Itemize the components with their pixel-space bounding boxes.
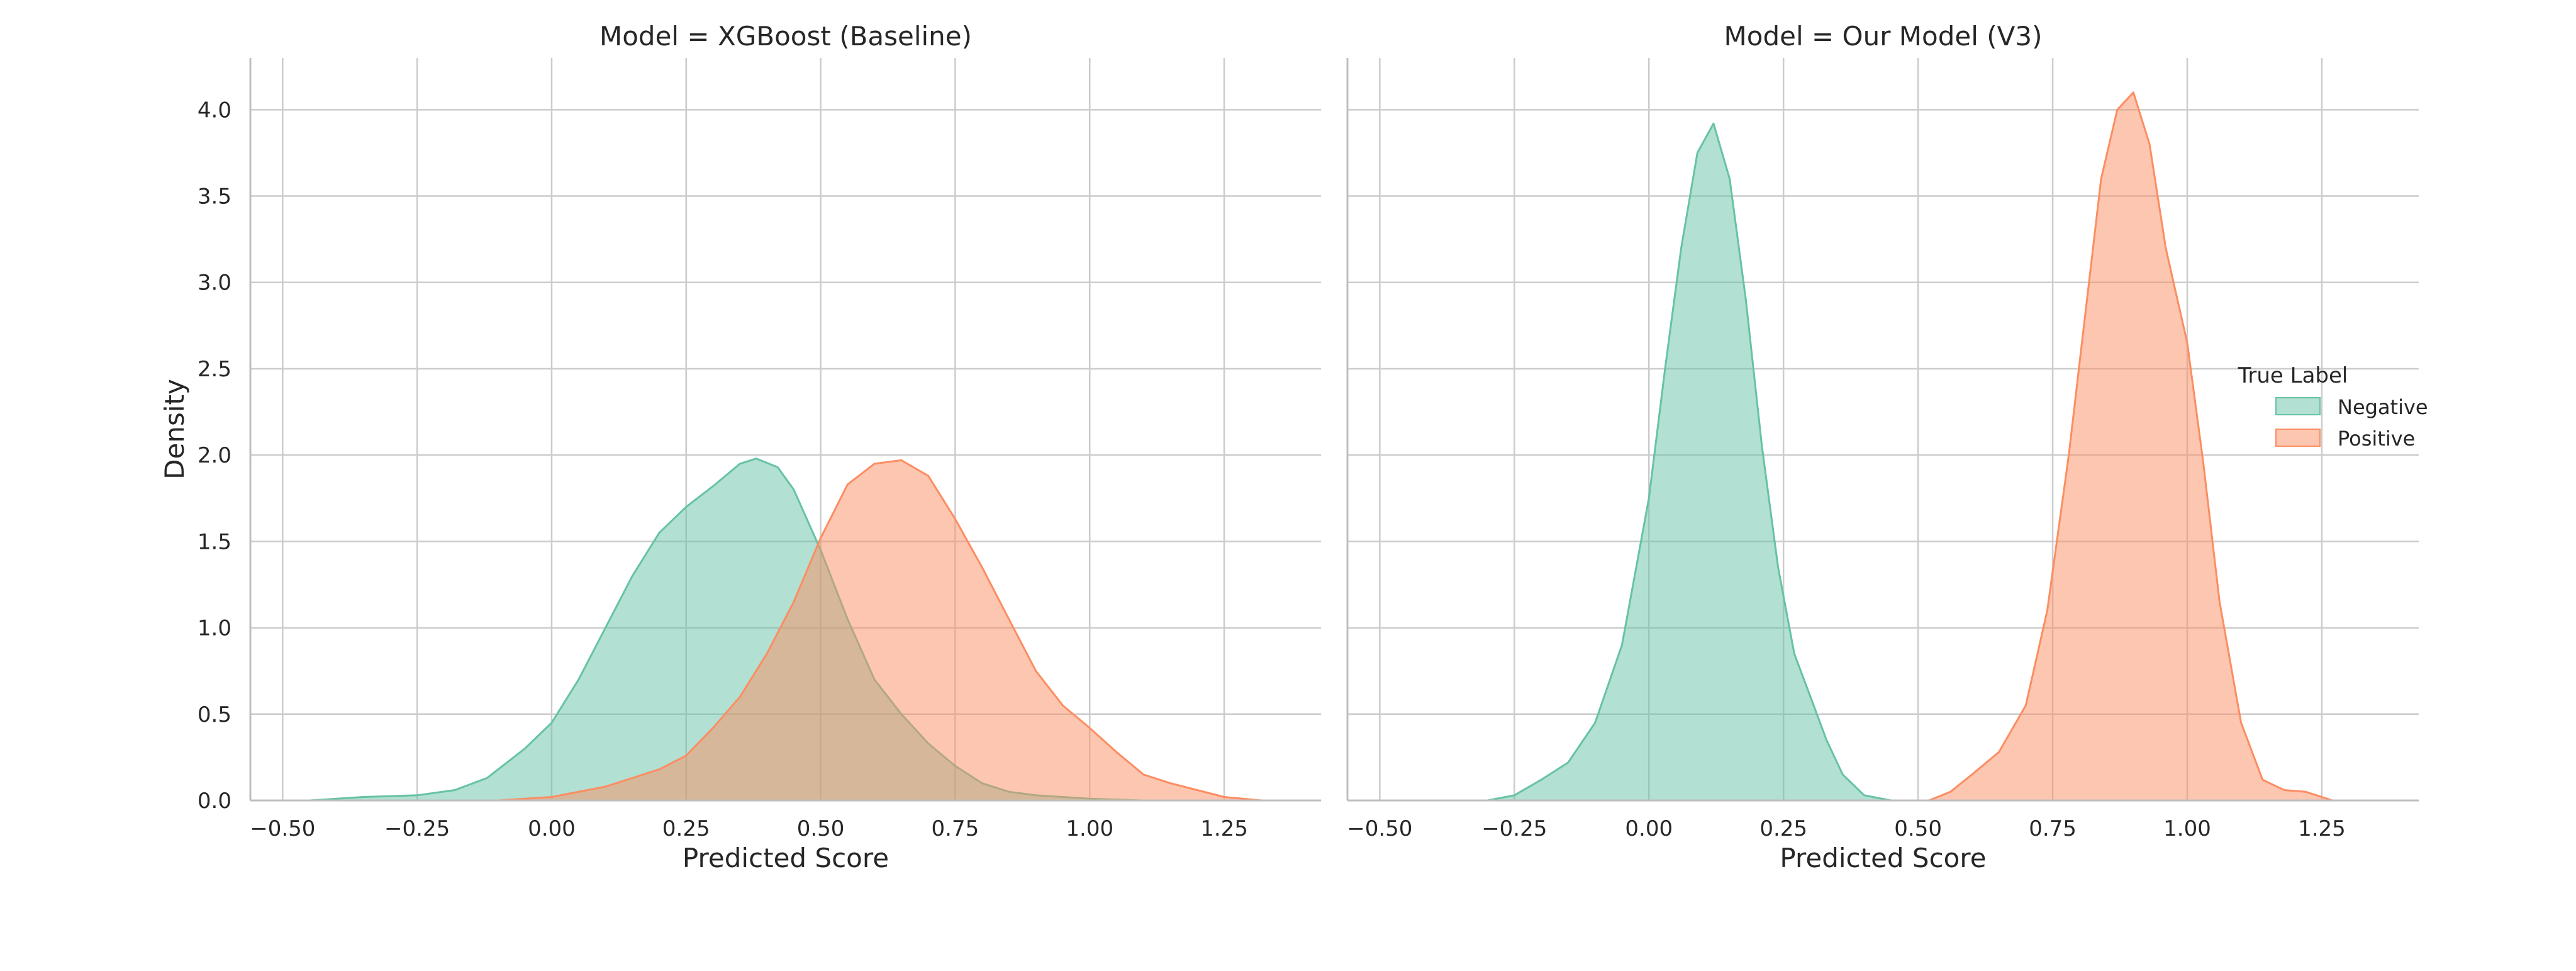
- x-tick-label: −0.50: [1347, 816, 1412, 841]
- x-tick-label: 0.75: [932, 816, 979, 841]
- x-tick-label: 0.00: [528, 816, 576, 841]
- legend-swatch-negative: [2275, 397, 2321, 415]
- x-tick-label: 0.25: [662, 816, 710, 841]
- x-tick-label: −0.50: [250, 816, 315, 841]
- legend-title: True Label: [2238, 363, 2348, 388]
- density-areas: [1486, 91, 2334, 802]
- y-tick-label: 2.0: [198, 443, 231, 468]
- tick-labels: −0.50 −0.25 0.00 0.25 0.50 0.75 1.00 1.25 0.0 0.5…: [198, 98, 1248, 841]
- x-axis-label: Predicted Score: [1780, 843, 1986, 873]
- y-tick-label: 3.0: [198, 271, 231, 296]
- y-axis-label: Density: [159, 379, 190, 480]
- panel-our-model: −0.50 −0.25 0.00 0.25 0.50 0.75 1.00 1.25 Model…: [1346, 21, 2419, 873]
- x-tick-label: 1.25: [1200, 816, 1248, 841]
- y-tick-label: 0.0: [198, 789, 231, 814]
- panel-title: Model = XGBoost (Baseline): [599, 21, 972, 52]
- y-tick-label: 1.0: [198, 616, 231, 641]
- legend-swatch-positive: [2275, 429, 2321, 447]
- x-tick-label: 1.25: [2298, 816, 2346, 841]
- y-tick-label: 1.5: [198, 529, 231, 554]
- y-tick-label: 0.5: [198, 702, 231, 727]
- panel-xgboost: −0.50 −0.25 0.00 0.25 0.50 0.75 1.00 1.25 0.0 0.5…: [159, 21, 1321, 873]
- density-area-negative: [1486, 122, 1892, 802]
- density-areas: [308, 457, 1263, 802]
- density-area-positive: [1927, 91, 2334, 802]
- legend: True Label Negative Positive: [2238, 363, 2428, 451]
- grid: [1347, 58, 2419, 800]
- x-tick-label: −0.25: [1481, 816, 1547, 841]
- legend-label-negative: Negative: [2338, 395, 2428, 419]
- axes: [249, 58, 1321, 802]
- x-tick-label: 1.00: [1066, 816, 1113, 841]
- x-tick-label: 1.00: [2163, 816, 2211, 841]
- tick-labels: −0.50 −0.25 0.00 0.25 0.50 0.75 1.00 1.25: [1347, 816, 2346, 841]
- x-tick-label: 0.00: [1625, 816, 1673, 841]
- x-tick-label: −0.25: [384, 816, 450, 841]
- y-tick-label: 4.0: [198, 98, 231, 123]
- x-tick-label: 0.75: [2029, 816, 2077, 841]
- panel-title: Model = Our Model (V3): [1724, 21, 2043, 52]
- density-area-positive: [496, 459, 1263, 802]
- legend-label-positive: Positive: [2338, 427, 2415, 451]
- axes: [1346, 58, 2419, 802]
- x-tick-label: 0.25: [1759, 816, 1807, 841]
- x-tick-label: 0.50: [797, 816, 845, 841]
- y-tick-label: 3.5: [198, 184, 231, 210]
- x-tick-label: 0.50: [1894, 816, 1942, 841]
- grid: [250, 58, 1321, 800]
- x-axis-label: Predicted Score: [683, 843, 889, 873]
- y-tick-label: 2.5: [198, 357, 231, 382]
